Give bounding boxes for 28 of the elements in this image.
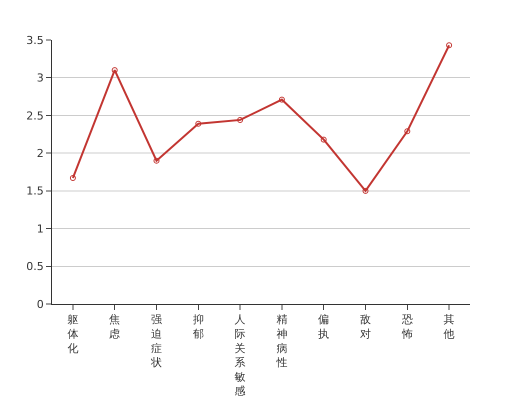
point	[446, 42, 452, 48]
point	[112, 67, 118, 74]
point	[404, 128, 410, 134]
x-tick-label: 人际关系敏感	[234, 313, 246, 398]
point	[362, 188, 368, 194]
point	[278, 96, 285, 103]
y-tick-label: 2.5	[26, 109, 44, 122]
y-tick-label: 3.5	[26, 34, 44, 47]
x-tick-label: 敌对	[360, 313, 371, 340]
x-tick-label: 恐怖	[400, 313, 413, 340]
y-tick-label: 2	[36, 146, 44, 160]
y-tick-label: 3	[36, 72, 44, 85]
point	[154, 158, 160, 164]
x-tick-label: 焦虑	[109, 313, 120, 340]
x-tick-label: 躯体化	[67, 313, 78, 355]
x-tick-label: 偏执	[318, 313, 330, 340]
point	[195, 120, 202, 127]
point	[237, 116, 244, 123]
point	[320, 136, 327, 143]
x-tick-label: 其他	[444, 313, 455, 340]
y-tick-label: 0.5	[26, 260, 44, 274]
x-tick-label: 强迫症状	[150, 313, 162, 370]
y-tick-label: 1	[36, 222, 44, 236]
y-tick-label: 1.5	[26, 184, 44, 198]
point	[70, 175, 76, 182]
x-tick-label: 精神病性	[275, 313, 288, 370]
x-tick-label: 抑郁	[192, 313, 204, 340]
y-tick-label: 0	[36, 298, 44, 311]
